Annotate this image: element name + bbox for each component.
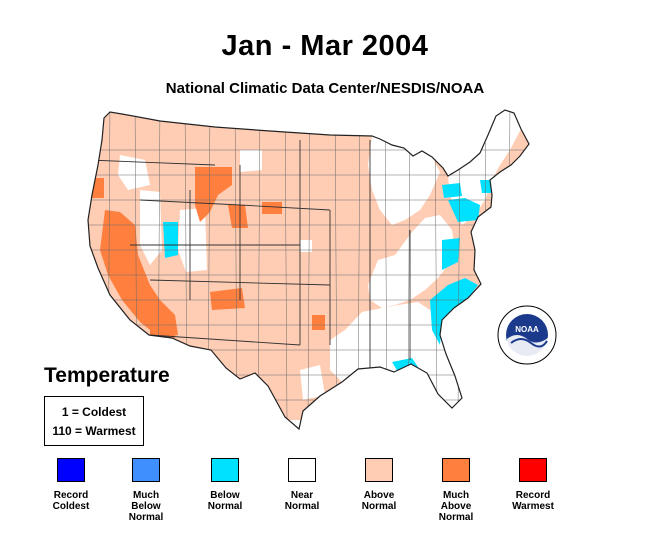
legend-label: Near Normal	[284, 490, 320, 512]
rank-coldest: 1 = Coldest	[61, 405, 127, 419]
region-below-normal-newengland	[480, 180, 498, 193]
region-below-normal-newyork	[442, 183, 462, 198]
noaa-logo-icon: NOAA	[497, 305, 557, 365]
region-below-normal-virginia	[442, 238, 460, 270]
legend-label: Much Above Normal	[438, 490, 474, 523]
legend-label: Below Normal	[207, 490, 243, 512]
region-near-normal-ohio-valley	[368, 215, 455, 308]
rank-warmest: 110 = Warmest	[52, 424, 136, 438]
logo-text: NOAA	[515, 325, 539, 334]
legend-near-normal: Near Normal	[257, 458, 347, 512]
legend-swatch	[365, 458, 393, 482]
legend-swatch	[57, 458, 85, 482]
legend-swatch	[288, 458, 316, 482]
legend-much-above-normal: Much Above Normal	[411, 458, 501, 523]
region-near-normal-northeast	[448, 110, 521, 225]
legend-record-warmest: Record Warmest	[488, 458, 578, 512]
region-below-normal-pennsylvania	[448, 198, 480, 222]
legend-below-normal: Below Normal	[180, 458, 270, 512]
region-much-above-colorado	[228, 205, 248, 228]
region-much-above-arizona	[150, 318, 175, 338]
region-near-normal-utah	[178, 208, 207, 272]
legend-label: Record Coldest	[52, 490, 90, 512]
region-near-normal-texas	[300, 365, 325, 400]
region-near-normal-southeast	[330, 302, 462, 408]
region-near-normal-idaho	[118, 155, 150, 190]
legend-above-normal: Above Normal	[334, 458, 424, 512]
legend: Record Coldest Much Below Normal Below N…	[0, 458, 650, 528]
legend-label: Above Normal	[361, 490, 397, 512]
us-outline	[87, 109, 530, 431]
legend-record-coldest: Record Coldest	[26, 458, 116, 512]
variable-title: Temperature	[44, 364, 170, 387]
region-below-normal-nevada	[163, 222, 178, 258]
region-near-normal-nevada	[140, 190, 162, 265]
rank-key-box: 1 = Coldest 110 = Warmest	[44, 396, 144, 446]
region-much-above-texas	[312, 315, 325, 330]
region-near-normal-montana	[240, 150, 262, 172]
legend-swatch	[519, 458, 547, 482]
region-below-normal-carolina	[430, 278, 478, 345]
region-much-above-wyoming	[195, 167, 232, 222]
legend-swatch	[211, 458, 239, 482]
map-subtitle: National Climatic Data Center/NESDIS/NOA…	[165, 80, 485, 97]
legend-swatch	[442, 458, 470, 482]
legend-label: Much Below Normal	[128, 490, 164, 523]
state-borders	[88, 140, 411, 370]
legend-swatch	[132, 458, 160, 482]
map-title: Jan - Mar 2004	[221, 30, 429, 62]
legend-much-below-normal: Much Below Normal	[101, 458, 191, 523]
legend-label: Record Warmest	[512, 490, 554, 512]
region-near-normal-great-lakes	[368, 136, 440, 225]
region-much-above-nebraska	[262, 202, 282, 214]
